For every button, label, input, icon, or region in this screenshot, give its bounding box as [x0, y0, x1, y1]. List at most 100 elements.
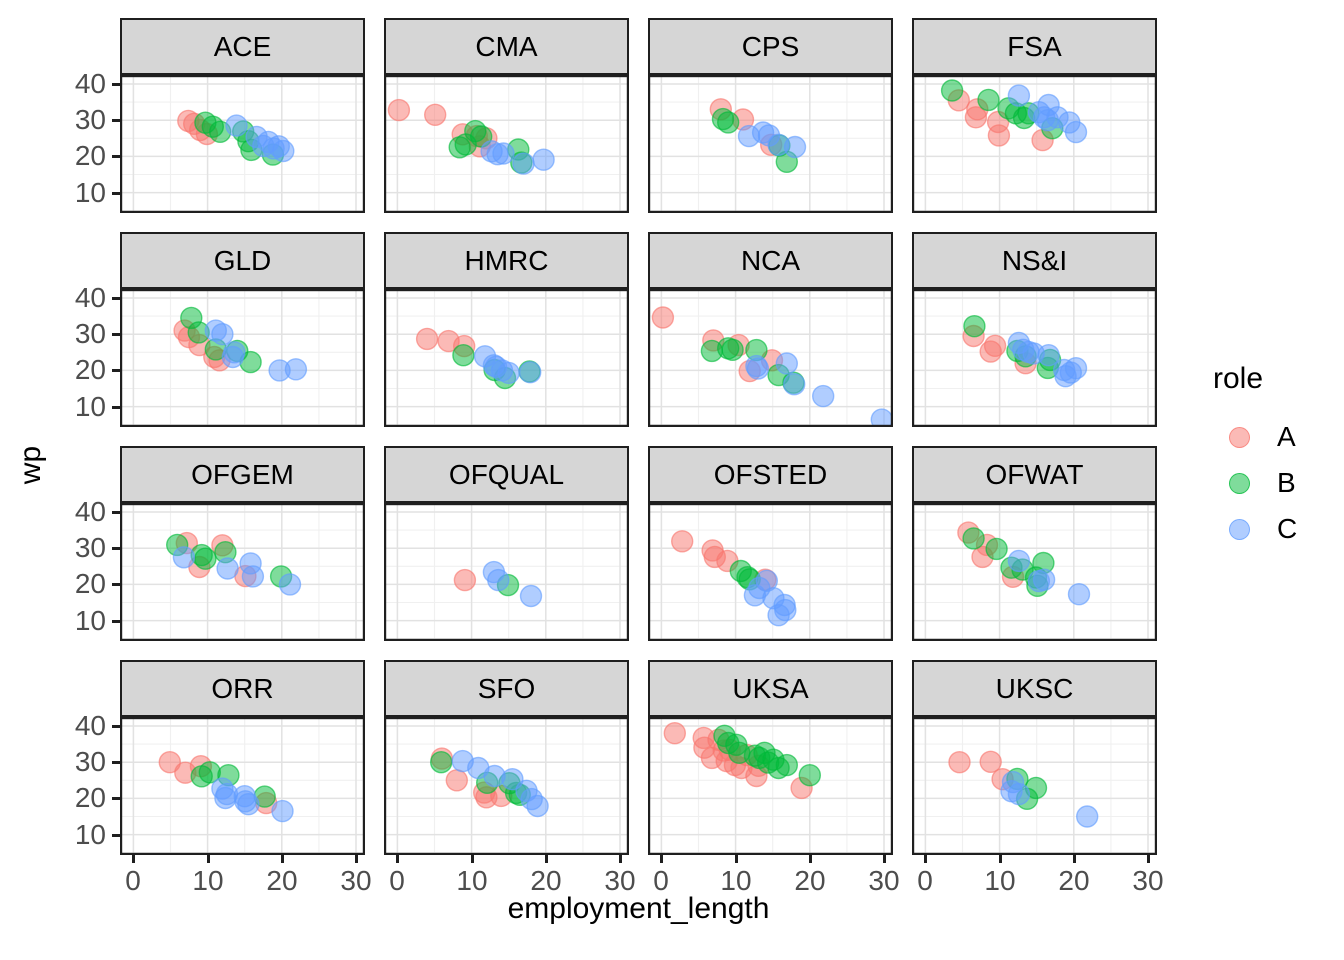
facet-strip-label: SFO — [384, 660, 629, 717]
facet-panel — [120, 75, 365, 213]
facet-panel — [120, 717, 365, 855]
x-tick-mark — [545, 855, 548, 863]
data-point-role-A — [987, 124, 1011, 147]
x-tick-label: 20 — [266, 865, 298, 896]
data-point-role-A — [651, 306, 675, 329]
x-tick-label: 20 — [530, 865, 562, 896]
panel-border — [648, 717, 893, 855]
data-point-role-C — [512, 152, 535, 175]
data-point-role-B — [452, 343, 475, 367]
y-tick-mark — [112, 511, 120, 514]
facet-strip-label: OFWAT — [912, 446, 1157, 503]
x-tick-label: 30 — [604, 865, 636, 896]
x-tick-label: 30 — [868, 865, 900, 896]
facet-strip-label: OFQUAL — [384, 446, 629, 503]
y-tick-mark — [112, 797, 120, 800]
facet-OFGEM: OFGEM — [120, 446, 365, 641]
legend-dot-C — [1229, 518, 1250, 540]
y-tick-label: 40 — [74, 282, 106, 313]
data-point-role-C — [1075, 805, 1099, 828]
facet-CMA: CMA — [384, 18, 629, 213]
x-tick-label: 0 — [653, 865, 669, 896]
panel-border — [384, 75, 629, 213]
data-point-role-A — [979, 750, 1002, 773]
data-point-role-B — [977, 88, 1000, 112]
data-point-role-B — [963, 315, 986, 338]
data-point-role-B — [716, 111, 740, 134]
x-tick-mark — [396, 855, 399, 863]
data-point-role-A — [424, 103, 447, 126]
panel-border — [912, 75, 1157, 213]
panel-border — [120, 503, 365, 641]
y-tick-mark — [112, 547, 120, 550]
x-tick-label: 30 — [1132, 865, 1164, 896]
y-tick-label: 20 — [74, 354, 106, 385]
data-point-role-B — [940, 79, 964, 102]
y-tick-mark — [112, 333, 120, 336]
data-point-role-C — [775, 352, 799, 375]
panel-border — [384, 503, 629, 641]
data-point-role-C — [1037, 343, 1060, 367]
data-point-role-B — [985, 537, 1008, 561]
facet-GLD: GLD — [120, 232, 365, 427]
y-tick-label: 30 — [74, 746, 106, 777]
data-point-role-C — [216, 557, 239, 580]
data-point-role-A — [671, 530, 694, 553]
data-point-role-C — [1007, 782, 1031, 806]
facet-panel — [648, 503, 893, 641]
y-tick-mark — [112, 761, 120, 764]
facet-panel — [120, 503, 365, 641]
x-tick-label: 20 — [794, 865, 826, 896]
panel-border — [120, 289, 365, 427]
y-tick-mark — [112, 620, 120, 623]
data-point-role-C — [241, 565, 265, 588]
facet-HMRC: HMRC — [384, 232, 629, 427]
facet-strip-label: OFSTED — [648, 446, 893, 503]
data-point-role-A — [964, 106, 988, 129]
legend-label: C — [1277, 513, 1298, 544]
y-tick-label: 10 — [74, 391, 106, 422]
data-point-role-C — [284, 358, 308, 381]
data-point-role-C — [532, 148, 555, 171]
y-tick-mark — [112, 406, 120, 409]
facet-strip-label: UKSC — [912, 660, 1157, 717]
facet-OFSTED: OFSTED — [648, 446, 893, 641]
x-tick-mark — [1073, 855, 1076, 863]
facet-panel — [384, 75, 629, 213]
data-point-role-C — [492, 142, 515, 165]
data-point-role-C — [272, 139, 295, 163]
facet-panel — [384, 717, 629, 855]
y-tick-label: 40 — [74, 68, 106, 99]
facet-strip-label: OFGEM — [120, 446, 365, 503]
y-tick-mark — [112, 583, 120, 586]
data-point-role-C — [774, 598, 797, 622]
x-tick-label: 10 — [984, 865, 1016, 896]
facet-strip-label: GLD — [120, 232, 365, 289]
data-point-role-C — [1064, 120, 1088, 144]
x-tick-label: 30 — [340, 865, 372, 896]
legend-item-C: C — [1205, 506, 1297, 552]
y-tick-label: 20 — [74, 140, 106, 171]
data-point-role-B — [962, 527, 985, 550]
x-tick-mark — [924, 855, 927, 863]
x-tick-mark — [207, 855, 210, 863]
data-point-role-A — [983, 334, 1007, 357]
facet-NCA: NCA — [648, 232, 893, 427]
data-point-role-C — [223, 341, 246, 364]
data-point-role-B — [775, 753, 799, 777]
x-tick-mark — [809, 855, 812, 863]
data-point-role-C — [519, 584, 543, 608]
facet-grid: ACE CMA CPS FSA GLD HMRC NCA NS&I OFGEM OFQUAL OFS… — [120, 18, 1157, 855]
x-tick-mark — [660, 855, 663, 863]
data-point-role-C — [1067, 582, 1091, 606]
data-point-role-C — [746, 357, 770, 380]
y-tick-mark — [112, 119, 120, 122]
legend-item-B: B — [1205, 460, 1297, 506]
panel-border — [384, 289, 629, 427]
panel-border — [120, 717, 365, 855]
x-tick-label: 0 — [917, 865, 933, 896]
panel-border — [912, 289, 1157, 427]
data-point-role-C — [237, 792, 260, 816]
